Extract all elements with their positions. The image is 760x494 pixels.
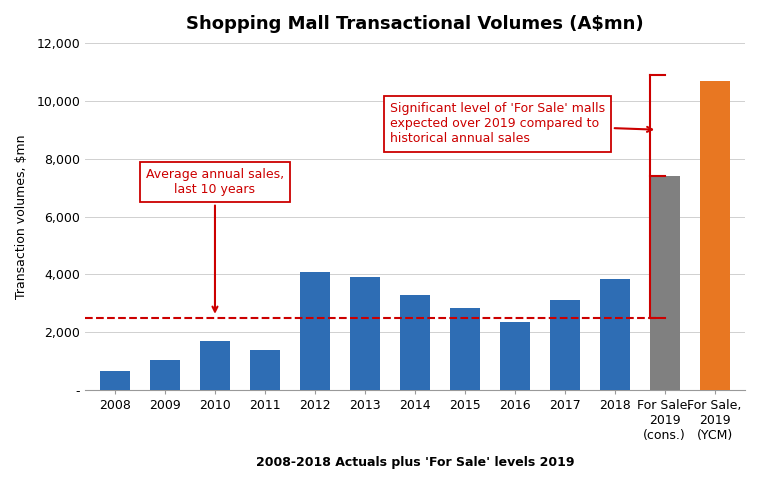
Text: Significant level of 'For Sale' malls
expected over 2019 compared to
historical : Significant level of 'For Sale' malls ex… (390, 102, 652, 145)
Bar (400, 295, 430, 390)
Bar (200, 341, 230, 390)
Bar (250, 350, 280, 390)
Title: Shopping Mall Transactional Volumes (A$mn): Shopping Mall Transactional Volumes (A$m… (186, 15, 644, 33)
Bar (100, 371, 130, 390)
Bar (350, 277, 380, 390)
Text: Average annual sales,
last 10 years: Average annual sales, last 10 years (146, 168, 284, 312)
Bar (600, 279, 630, 390)
Bar (450, 308, 480, 390)
Bar (650, 176, 679, 390)
Bar (549, 300, 580, 390)
Bar (300, 272, 330, 390)
Bar (500, 322, 530, 390)
Bar (150, 360, 180, 390)
X-axis label: 2008-2018 Actuals plus 'For Sale' levels 2019: 2008-2018 Actuals plus 'For Sale' levels… (255, 456, 574, 469)
Y-axis label: Transaction volumes, $mn: Transaction volumes, $mn (15, 134, 28, 299)
Bar (700, 81, 730, 390)
